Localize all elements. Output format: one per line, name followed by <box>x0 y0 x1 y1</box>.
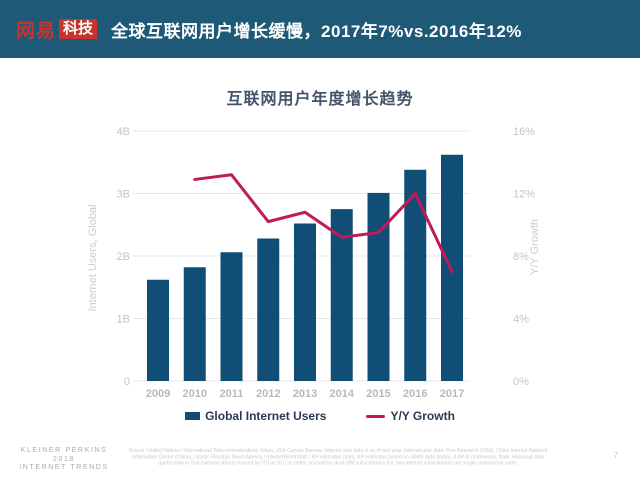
bar-2012 <box>257 238 280 381</box>
line-series-yy-growth <box>193 173 454 274</box>
netease-tech-logo: 网易 科技 <box>16 16 98 43</box>
page-number: 7 <box>613 451 618 460</box>
chart-title: 互联网用户年度增长趋势 <box>226 91 414 108</box>
right-axis-ticks: 0% 4% 8% 12% 16% <box>513 126 535 388</box>
svg-text:2015: 2015 <box>366 388 390 400</box>
bar-2015 <box>367 192 390 381</box>
bar-2016 <box>404 169 427 381</box>
svg-text:2014: 2014 <box>330 388 355 400</box>
legend-line-label: Y/Y Growth <box>390 409 455 423</box>
article-title: 全球互联网用户增长缓慢，2017年7%vs.2016年12% <box>111 21 522 41</box>
svg-text:2011: 2011 <box>220 388 244 400</box>
svg-text:3B: 3B <box>117 189 130 201</box>
svg-text:4%: 4% <box>513 314 529 326</box>
chart-legend: Global Internet Users Y/Y Growth <box>0 406 640 426</box>
source-note: Source: United Nations / International T… <box>128 448 548 480</box>
legend-item-bar: Global Internet Users <box>185 409 326 423</box>
bar-series-global-internet-users <box>147 154 463 381</box>
legend-bar-label: Global Internet Users <box>205 409 327 423</box>
svg-text:Internet Users, Global: Internet Users, Global <box>87 205 99 312</box>
brand-line-3: INTERNET TRENDS <box>19 464 109 471</box>
svg-text:0%: 0% <box>513 376 529 388</box>
line-swatch-icon <box>366 414 386 418</box>
svg-text:2009: 2009 <box>146 388 170 400</box>
brand-line-2: 2018 <box>53 455 75 463</box>
bar-2014 <box>330 209 353 381</box>
bar-2017 <box>441 154 463 381</box>
source-note-text: Source: United Nations / International T… <box>128 448 548 466</box>
svg-text:1B: 1B <box>117 314 130 326</box>
svg-text:2017: 2017 <box>440 388 464 400</box>
bar-2011 <box>220 252 243 381</box>
bar-2013 <box>294 223 316 381</box>
svg-text:2B: 2B <box>117 251 130 263</box>
bar-2010 <box>183 267 206 381</box>
svg-text:12%: 12% <box>513 189 535 201</box>
x-axis-labels: 2009 2010 2011 2012 2013 2014 2015 2016 2017 <box>146 388 464 400</box>
axis-titles: Internet Users, Global Y/Y Growth <box>87 205 541 312</box>
netease-logo-badge: 科技 <box>59 19 98 39</box>
legend-item-line: Y/Y Growth <box>366 409 455 423</box>
svg-text:2013: 2013 <box>293 388 317 400</box>
svg-text:2010: 2010 <box>183 388 207 400</box>
svg-text:0: 0 <box>124 376 130 388</box>
svg-text:2016: 2016 <box>403 388 427 400</box>
svg-text:8%: 8% <box>513 251 529 263</box>
svg-text:4B: 4B <box>117 126 130 138</box>
header-bar: 网易 科技 全球互联网用户增长缓慢，2017年7%vs.2016年12% <box>0 0 640 58</box>
left-axis-ticks: 0 1B 2B 3B 4B <box>117 126 130 388</box>
netease-logo-text: 网易 <box>16 20 57 42</box>
svg-text:Y/Y Growth: Y/Y Growth <box>529 219 541 275</box>
svg-text:2012: 2012 <box>256 388 280 400</box>
bar-2009 <box>147 279 169 381</box>
kleiner-perkins-brand: KLEINER PERKINS 2018 INTERNET TRENDS <box>8 447 120 473</box>
brand-line-1: KLEINER PERKINS <box>20 447 108 454</box>
bar-swatch-icon <box>185 412 201 420</box>
svg-text:16%: 16% <box>513 126 535 138</box>
